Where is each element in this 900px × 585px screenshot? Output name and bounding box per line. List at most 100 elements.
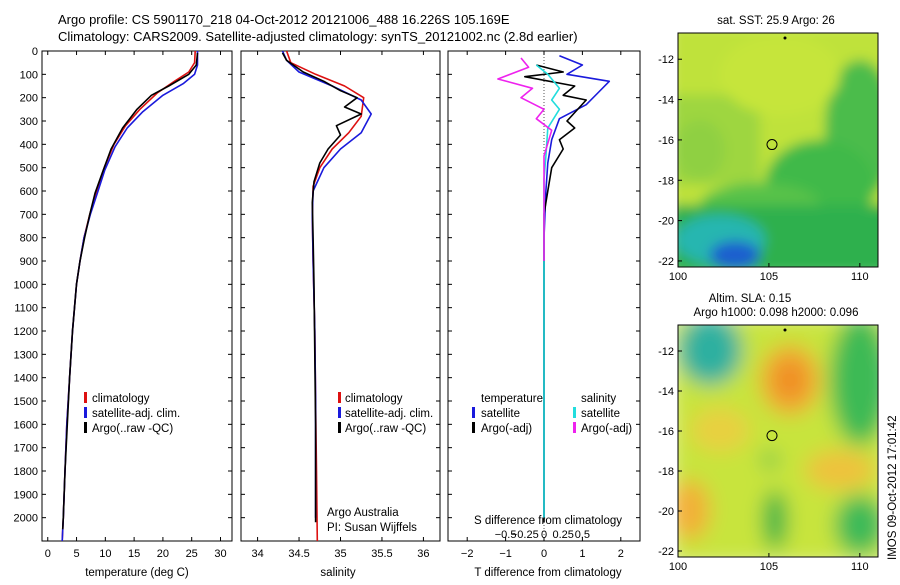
y-tick-label: 1800 — [14, 466, 38, 478]
sst-map-title: sat. SST: 25.9 Argo: 26 — [717, 15, 835, 27]
legend-label-satellite: satellite-adj. clim. — [92, 408, 180, 420]
y-tick-label: 200 — [20, 93, 38, 105]
sst-map-field — [678, 33, 878, 267]
map-y-tick-label: -20 — [658, 506, 674, 518]
map-y-tick-label: -16 — [658, 135, 674, 147]
map-y-tick-label: -14 — [658, 386, 674, 398]
x-tick-label: 15 — [128, 548, 140, 560]
legend-swatch-satellite — [84, 407, 87, 418]
x-tick-label: 0 — [45, 548, 51, 560]
map-x-tick-label: 110 — [851, 271, 869, 283]
x-tick-label: 34 — [251, 548, 263, 560]
y-tick-label: 1400 — [14, 373, 38, 385]
series-line-argo-raw-qc- — [61, 52, 199, 530]
sla-map-field — [678, 325, 878, 557]
y-tick-label: 1900 — [14, 489, 38, 501]
sla-field-patch — [776, 362, 804, 398]
y-tick-label: 1700 — [14, 443, 38, 455]
map-x-tick-label: 100 — [669, 271, 687, 283]
difference-lines — [497, 51, 611, 541]
map-y-tick-label: -12 — [658, 54, 674, 66]
y-tick-label: 600 — [20, 186, 38, 198]
y-tick-label: 1600 — [14, 419, 38, 431]
legend-swatch-t-satellite — [472, 407, 475, 418]
legend-swatch-climatology — [338, 392, 341, 403]
x-tick-label: 30 — [214, 548, 226, 560]
legend-label-argo: Argo(..raw -QC) — [92, 423, 173, 435]
x-tick-label: 20 — [157, 548, 169, 560]
difference-panel: −2 −1 0 1 2 −0.5−0.25 0 0.25 0.5 S difference f… — [447, 50, 641, 579]
x-tick-label: −1 — [499, 548, 512, 560]
map-y-tick-label: -22 — [658, 256, 674, 268]
sst-map-frame — [677, 32, 879, 268]
sla-field-patch — [835, 495, 878, 555]
s-tick-label: −0.5 — [495, 529, 517, 541]
temperature-xlabel: temperature (deg C) — [85, 567, 189, 579]
map-x-tick-label: 110 — [851, 561, 869, 573]
legend-label-climatology: climatology — [92, 393, 150, 405]
sla-field-patch — [678, 480, 710, 540]
difference-axes: −2 −1 0 1 2 — [448, 50, 640, 560]
legend-label-satellite: satellite-adj. clim. — [345, 408, 433, 420]
salinity-panel: 34 34.5 35 35.5 36 salinity climatology sate… — [240, 50, 441, 579]
salinity-plot-frame — [240, 50, 441, 542]
sla-map-frame — [677, 324, 879, 558]
y-tick-label: 1200 — [14, 326, 38, 338]
x-tick-label: 2 — [618, 548, 624, 560]
sla-map-axes: 100 105 110 -12 -14 -16 -18 -20 -22 — [658, 328, 869, 573]
x-tick-label: 5 — [73, 548, 79, 560]
sla-field-patch — [830, 325, 878, 445]
y-tick-label: 1100 — [14, 303, 38, 315]
legend-swatch-s-argo — [573, 422, 576, 433]
map-x-tick-label: 100 — [669, 561, 687, 573]
sst-map-axes: 100 105 110 -12 -14 -16 -18 -20 -22 — [658, 36, 869, 283]
x-tick-label: 25 — [186, 548, 198, 560]
map-y-tick-label: -22 — [658, 546, 674, 558]
sst-field-patch — [720, 35, 840, 115]
legend-swatch-t-argo — [472, 422, 475, 433]
y-tick-label: 0 — [32, 46, 38, 58]
x-tick-label: 35.5 — [371, 548, 392, 560]
map-y-tick-label: -14 — [658, 95, 674, 107]
map-y-tick-label: -18 — [658, 175, 674, 187]
y-tick-label: 1000 — [14, 279, 38, 291]
salinity-annotation-line1: Argo Australia — [327, 507, 399, 519]
y-tick-label: 300 — [20, 116, 38, 128]
legend-label-s-satellite: satellite — [581, 408, 620, 420]
sla-field-patch — [762, 452, 778, 468]
salinity-xlabel: salinity — [320, 567, 355, 579]
map-x-tick-label: 105 — [760, 561, 778, 573]
temperature-legend: climatology satellite-adj. clim. Argo(..… — [84, 392, 180, 435]
map-y-tick-label: -20 — [658, 216, 674, 228]
s-difference-tick-labels: −0.5−0.25 0 0.25 0.5 — [495, 529, 590, 541]
sst-field-patch — [678, 120, 725, 180]
map-top-dot — [783, 36, 787, 40]
y-tick-label: 1500 — [14, 396, 38, 408]
sla-field-patch — [805, 450, 875, 490]
legend-swatch-climatology — [84, 392, 87, 403]
sla-map-panel: Altim. SLA: 0.15 Argo h1000: 0.098 h2000… — [658, 293, 879, 573]
s-tick-label: 0.5 — [575, 529, 590, 541]
salinity-axes: 34 34.5 35 35.5 36 — [241, 50, 440, 560]
legend-label-t-satellite: satellite — [481, 408, 520, 420]
s-tick-label: 0.25 — [552, 529, 573, 541]
legend-title-salinity: salinity — [581, 393, 616, 405]
s-difference-label: S difference from climatology — [474, 515, 622, 527]
difference-legend: temperature satellite Argo(-adj) salinit… — [472, 393, 632, 435]
temperature-lines — [61, 51, 199, 541]
y-tick-label: 700 — [20, 209, 38, 221]
y-tick-label: 100 — [20, 69, 38, 81]
s-tick-label: 0 — [541, 529, 547, 541]
sla-field-patch — [763, 490, 787, 550]
map-y-tick-label: -18 — [658, 466, 674, 478]
series-line-s-satellite — [535, 64, 561, 518]
legend-label-t-argo: Argo(-adj) — [481, 423, 532, 435]
footer-watermark: IMOS 09-Oct-2012 17:01:42 — [887, 416, 899, 560]
y-tick-label: 500 — [20, 163, 38, 175]
legend-swatch-satellite — [338, 407, 341, 418]
sst-map-panel: sat. SST: 25.9 Argo: 26 100 105 110 -12 -14 -… — [658, 15, 879, 283]
x-tick-label: −2 — [461, 548, 474, 560]
series-line-s-argo — [497, 57, 553, 261]
